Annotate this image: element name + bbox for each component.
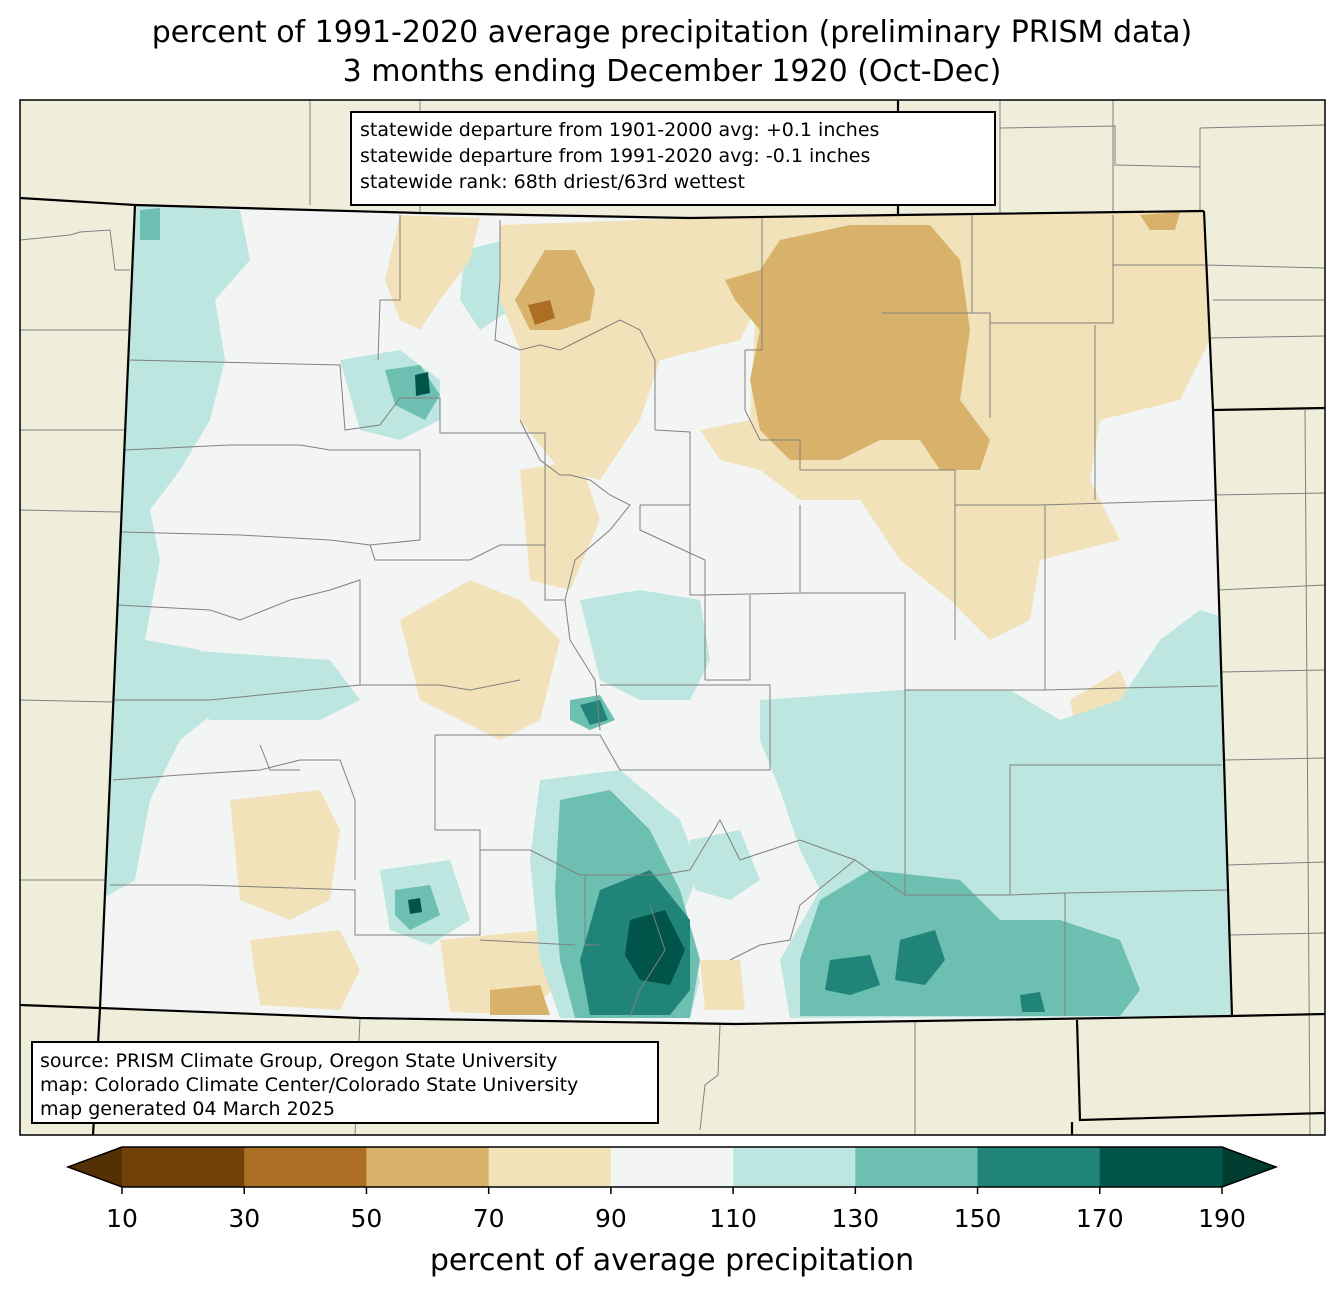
stats-departure-1901-2000: statewide departure from 1901-2000 avg: … (360, 119, 880, 141)
colorbar-segment (244, 1147, 367, 1187)
colorbar-label: percent of average precipitation (429, 1243, 915, 1278)
colorbar-tick-label: 70 (472, 1204, 505, 1233)
colorbar-tick-label: 130 (831, 1204, 880, 1233)
precip-field (100, 205, 1232, 1024)
colorbar-segment (733, 1147, 856, 1187)
colorbar-segment (610, 1147, 734, 1187)
colorbar-tick-label: 30 (228, 1204, 261, 1233)
credits-map: map: Colorado Climate Center/Colorado St… (40, 1074, 579, 1096)
colorbar (65, 1146, 1279, 1194)
colorbar-segment (366, 1147, 490, 1187)
colorbar-tick-label: 190 (1198, 1204, 1246, 1233)
credits-box: source: PRISM Climate Group, Oregon Stat… (31, 1041, 659, 1124)
colorbar-segment (855, 1147, 979, 1187)
credits-generated: map generated 04 March 2025 (40, 1098, 335, 1120)
colorbar-segment (1099, 1147, 1223, 1187)
map-frame (19, 99, 1326, 1136)
colorbar-tick-label: 50 (350, 1204, 383, 1233)
colorbar-segment (488, 1147, 612, 1187)
colorbar-tick-label: 90 (594, 1204, 627, 1233)
credits-source: source: PRISM Climate Group, Oregon Stat… (40, 1050, 558, 1072)
county-lines (110, 215, 1228, 1017)
colorbar-tick-label: 10 (106, 1204, 138, 1233)
colorbar-extend-low (68, 1147, 122, 1187)
map-title-line1: percent of 1991-2020 average precipitati… (151, 15, 1193, 50)
colorbar-tick-label: 110 (709, 1204, 757, 1233)
stats-departure-1991-2020: statewide departure from 1991-2020 avg: … (360, 145, 871, 167)
stats-rank: statewide rank: 68th driest/63rd wettest (360, 171, 745, 193)
map-title-line2: 3 months ending December 1920 (Oct-Dec) (342, 54, 1002, 89)
colorbar-segment (977, 1147, 1101, 1187)
colorbar-tick-label: 150 (953, 1204, 1002, 1233)
colorbar-extend-high (1222, 1147, 1276, 1187)
colorbar-tick-label: 170 (1075, 1204, 1124, 1233)
statewide-stats-box: statewide departure from 1901-2000 avg: … (350, 111, 996, 206)
state-borders (20, 100, 1325, 1135)
colorbar-segment (122, 1147, 245, 1187)
